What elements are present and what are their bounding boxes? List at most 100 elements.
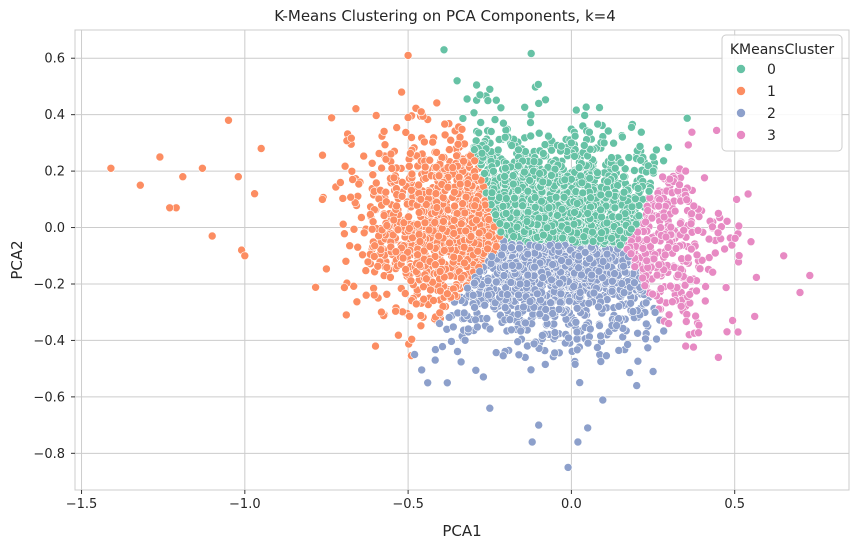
data-point bbox=[734, 221, 744, 231]
data-point bbox=[538, 177, 548, 187]
data-point bbox=[602, 249, 612, 259]
data-point bbox=[585, 324, 595, 334]
data-point bbox=[608, 276, 617, 286]
data-point bbox=[660, 250, 670, 260]
data-point bbox=[136, 180, 145, 190]
data-point bbox=[367, 224, 377, 234]
data-point bbox=[370, 241, 380, 250]
legend-label: 3 bbox=[767, 128, 776, 144]
data-point bbox=[429, 296, 438, 305]
data-point bbox=[577, 270, 586, 280]
data-point bbox=[554, 305, 564, 314]
data-point bbox=[540, 140, 550, 149]
data-point bbox=[548, 260, 557, 269]
data-point bbox=[347, 167, 357, 176]
data-point bbox=[471, 365, 481, 375]
data-point bbox=[609, 138, 618, 148]
data-point bbox=[311, 282, 320, 292]
data-point bbox=[501, 163, 510, 173]
data-point bbox=[523, 270, 533, 280]
data-point bbox=[574, 163, 584, 172]
data-point bbox=[318, 195, 327, 204]
data-point bbox=[453, 140, 463, 149]
data-point bbox=[449, 229, 459, 238]
data-point bbox=[580, 111, 590, 120]
data-point bbox=[234, 172, 243, 181]
data-point bbox=[567, 235, 577, 245]
data-point bbox=[352, 297, 362, 307]
data-point bbox=[448, 163, 458, 172]
data-point bbox=[557, 204, 567, 214]
data-point bbox=[470, 172, 480, 182]
data-point bbox=[664, 319, 673, 328]
data-point bbox=[539, 230, 548, 240]
x-tick-label: 0.0 bbox=[561, 497, 582, 512]
data-point bbox=[596, 190, 606, 200]
data-point bbox=[527, 437, 537, 447]
data-point bbox=[508, 179, 518, 189]
data-point bbox=[438, 342, 447, 351]
data-point bbox=[692, 250, 702, 260]
data-point bbox=[479, 372, 488, 382]
data-point bbox=[490, 115, 500, 124]
data-point bbox=[371, 111, 381, 120]
data-point bbox=[507, 243, 516, 252]
data-point bbox=[570, 359, 580, 369]
data-point bbox=[336, 178, 345, 187]
data-point bbox=[681, 317, 691, 326]
data-point bbox=[526, 131, 536, 141]
data-point bbox=[439, 272, 449, 282]
data-point bbox=[382, 289, 392, 299]
data-point bbox=[547, 171, 556, 180]
data-point bbox=[495, 219, 505, 228]
data-point bbox=[379, 211, 389, 220]
data-point bbox=[587, 270, 597, 280]
data-point bbox=[641, 334, 650, 344]
data-point bbox=[537, 196, 546, 206]
data-point bbox=[472, 215, 481, 225]
data-point bbox=[406, 276, 416, 286]
data-point bbox=[583, 423, 593, 433]
data-point bbox=[682, 195, 692, 204]
data-point bbox=[414, 208, 424, 217]
data-point bbox=[728, 316, 737, 325]
data-point bbox=[500, 172, 509, 181]
data-point bbox=[371, 178, 381, 188]
data-point bbox=[572, 303, 582, 313]
data-point bbox=[648, 367, 658, 376]
data-point bbox=[732, 195, 741, 204]
data-point bbox=[682, 113, 692, 123]
data-point bbox=[455, 132, 465, 142]
data-point bbox=[514, 350, 524, 360]
data-point bbox=[626, 249, 636, 258]
data-point bbox=[631, 194, 640, 204]
data-point bbox=[686, 219, 696, 229]
data-point bbox=[670, 206, 680, 216]
data-point bbox=[491, 210, 501, 219]
data-point bbox=[405, 224, 414, 233]
data-point bbox=[403, 51, 413, 60]
data-point bbox=[641, 298, 651, 308]
data-point bbox=[572, 345, 582, 355]
legend-entries: 0 1 2 3 bbox=[736, 62, 776, 144]
legend-title: KMeansCluster bbox=[730, 42, 835, 58]
data-point bbox=[338, 194, 348, 203]
data-point bbox=[155, 152, 165, 162]
data-point bbox=[598, 395, 608, 405]
data-point bbox=[614, 212, 624, 222]
data-point bbox=[610, 269, 619, 278]
data-point bbox=[440, 130, 450, 140]
data-point bbox=[419, 282, 428, 292]
data-point bbox=[546, 298, 555, 308]
data-point bbox=[602, 351, 611, 361]
x-tick-label: 0.5 bbox=[724, 497, 745, 512]
data-point bbox=[656, 284, 666, 293]
data-point bbox=[327, 113, 336, 123]
data-point bbox=[535, 309, 545, 319]
data-point bbox=[483, 290, 493, 300]
data-point bbox=[368, 170, 378, 179]
data-point bbox=[416, 195, 426, 204]
data-point bbox=[589, 288, 599, 298]
data-point bbox=[377, 307, 386, 317]
